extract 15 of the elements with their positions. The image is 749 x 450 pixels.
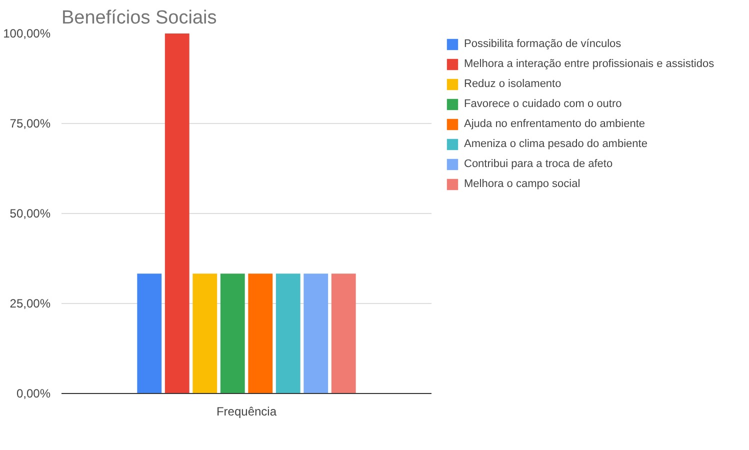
legend-label: Reduz o isolamento	[464, 78, 562, 90]
y-tick-label: 100,00%	[3, 26, 51, 40]
y-tick-label: 25,00%	[10, 296, 51, 310]
x-tick-label: Frequência	[216, 404, 277, 418]
legend-label: Ameniza o clima pesado do ambiente	[464, 138, 648, 150]
legend-label: Contribui para a troca de afeto	[464, 158, 613, 170]
legend-label: Melhora o campo social	[464, 178, 580, 190]
y-tick-label: 75,00%	[10, 116, 51, 130]
legend-label: Ajuda no enfrentamento do ambiente	[464, 118, 646, 130]
chart-title: Benefícios Sociais	[62, 8, 217, 28]
legend-label: Melhora a interação entre profissionais e assistidos	[464, 58, 714, 70]
legend-label: Possibilita formação de vínculos	[464, 38, 622, 50]
legend-label: Favorece o cuidado com o outro	[464, 98, 622, 110]
y-tick-label: 50,00%	[10, 206, 51, 220]
y-tick-label: 0,00%	[16, 386, 51, 400]
